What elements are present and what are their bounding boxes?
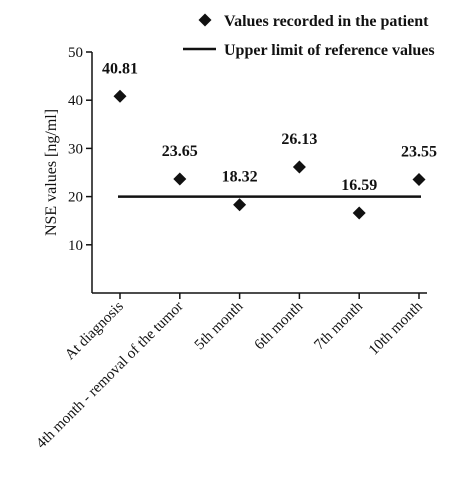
data-points xyxy=(113,89,426,220)
data-label: 26.13 xyxy=(281,131,317,148)
legend-diamond-marker xyxy=(198,13,212,27)
axes xyxy=(86,51,427,299)
y-axis-title: NSE values [ng/ml] xyxy=(43,109,60,236)
x-tick-label: 5th month xyxy=(192,298,247,353)
data-labels: 40.81 23.65 18.32 26.13 16.59 23.55 xyxy=(102,60,437,194)
x-tick-label: At diagnosis xyxy=(62,298,127,363)
data-label: 18.32 xyxy=(222,169,258,186)
data-label: 23.55 xyxy=(401,143,437,160)
y-tick-label: 30 xyxy=(68,141,83,157)
x-tick-label: 10th month xyxy=(366,298,426,358)
data-point xyxy=(412,172,426,186)
data-label: 40.81 xyxy=(102,60,138,77)
x-tick-label: 7th month xyxy=(311,298,366,353)
y-tick-label: 50 xyxy=(68,45,83,61)
y-tick-label: 10 xyxy=(68,238,83,254)
data-point xyxy=(292,160,306,174)
y-tick-labels: 10 20 30 40 50 xyxy=(68,45,83,254)
data-point xyxy=(233,198,247,212)
y-tick-label: 40 xyxy=(68,93,83,109)
y-tick-label: 20 xyxy=(68,190,83,206)
data-point xyxy=(352,206,366,220)
legend-entry-patient-values: Values recorded in the patient xyxy=(224,13,429,30)
legend: Values recorded in the patient Upper lim… xyxy=(183,13,435,59)
data-point xyxy=(113,89,127,103)
data-point xyxy=(173,172,187,186)
x-tick-label: 6th month xyxy=(252,298,307,353)
data-label: 16.59 xyxy=(341,177,377,194)
data-label: 23.65 xyxy=(162,143,198,160)
legend-entry-upper-limit: Upper limit of reference values xyxy=(224,42,435,59)
